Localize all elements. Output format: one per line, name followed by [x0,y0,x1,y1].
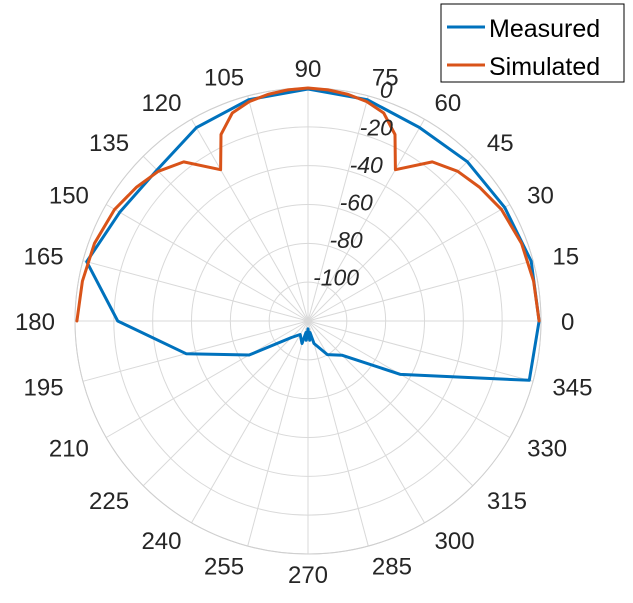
angle-label-45: 45 [487,130,514,157]
polar-grid [74,87,542,555]
ring--60 [191,204,425,438]
ring--40 [152,165,464,477]
legend-label-simulated: Simulated [489,53,600,81]
angle-label-330: 330 [527,436,567,463]
angle-label-30: 30 [527,183,554,210]
legend-box [440,3,625,83]
angle-label-105: 105 [204,65,244,92]
r-label--20: -20 [360,114,393,140]
angle-label-300: 300 [435,528,475,555]
series-measured-line [85,87,541,382]
ring--80 [229,242,387,400]
ring--20 [113,126,503,516]
r-label--80: -80 [329,227,362,253]
angle-label-285: 285 [372,553,412,580]
angle-label-135: 135 [89,130,129,157]
angle-label-60: 60 [435,90,462,117]
r-label--100: -100 [313,265,359,291]
series-simulated-line [75,86,541,323]
ring--100 [268,281,348,361]
angle-label-315: 315 [487,488,527,515]
angle-label-195: 195 [24,375,64,402]
angle-label-150: 150 [49,183,89,210]
angle-label-15: 15 [552,244,579,271]
angle-label-210: 210 [49,436,89,463]
legend-label-measured: Measured [489,15,600,43]
angle-label-120: 120 [141,90,181,117]
angle-label-270: 270 [288,562,328,589]
angle-label-90: 90 [295,56,322,83]
legend: Measured Simulated [440,3,625,83]
r-label--60: -60 [340,190,373,216]
angle-label-165: 165 [24,244,64,271]
angle-label-75: 75 [372,65,399,92]
angle-label-240: 240 [141,528,181,555]
angle-label-345: 345 [552,375,592,402]
angle-label-225: 225 [89,488,129,515]
angle-label-0: 0 [561,309,574,336]
angle-label-180: 180 [15,309,55,336]
r-label--40: -40 [350,152,383,178]
r-label-0: 0 [380,77,393,103]
series-layer [75,86,541,382]
angle-label-255: 255 [204,553,244,580]
